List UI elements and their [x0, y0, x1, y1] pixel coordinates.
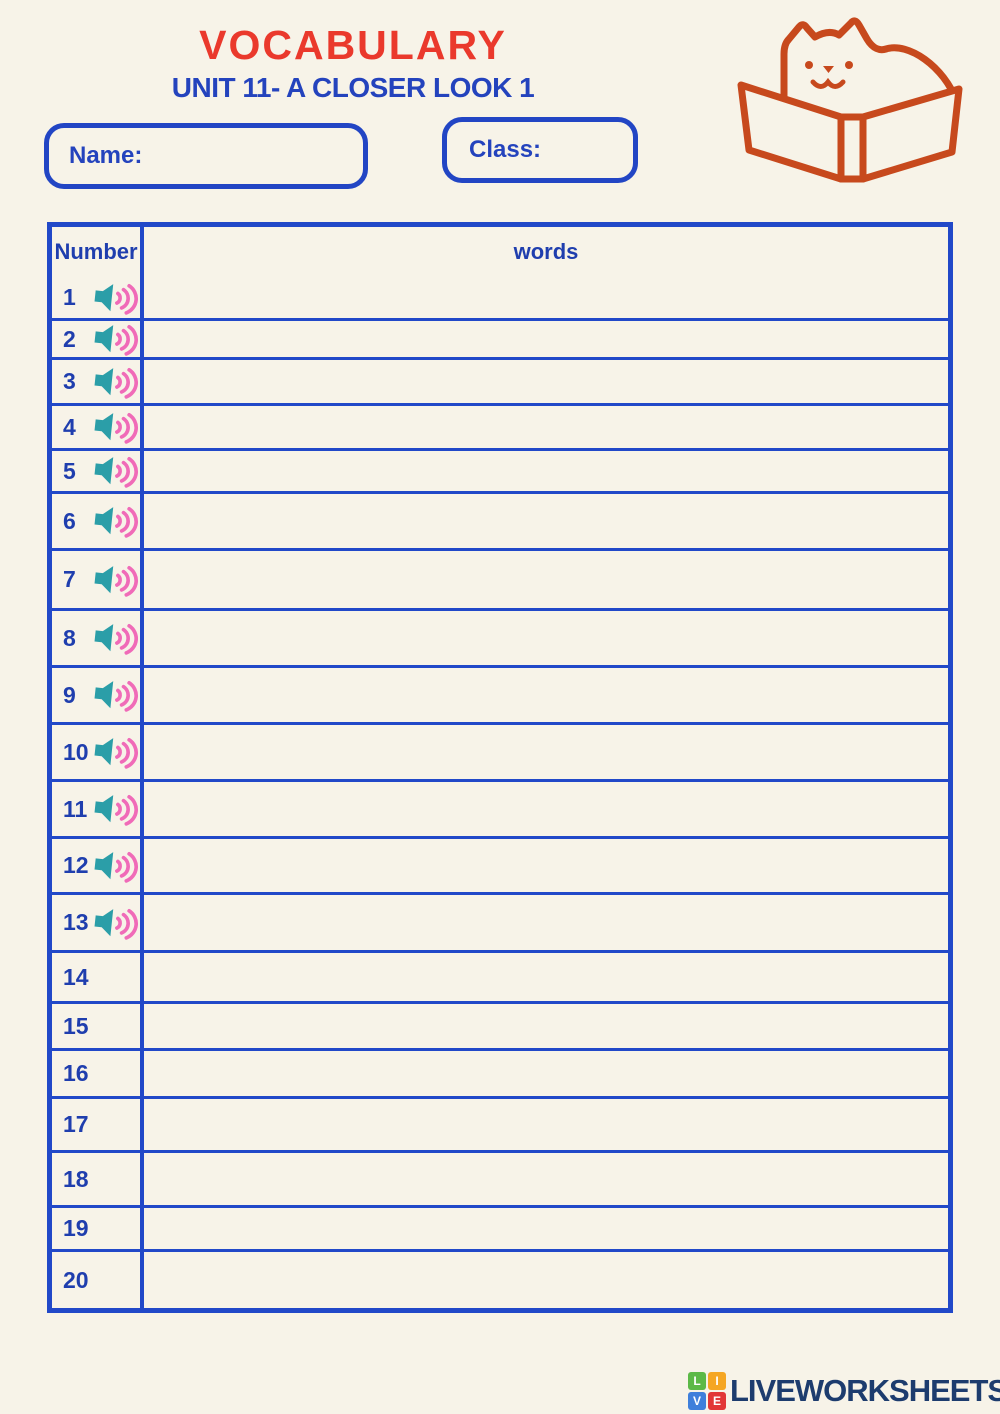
name-label: Name:	[69, 142, 143, 169]
audio-icon[interactable]	[91, 620, 139, 656]
word-answer-cell[interactable]	[144, 1252, 948, 1308]
audio-icon[interactable]	[91, 905, 139, 941]
table-row: 1	[52, 277, 948, 318]
table-row: 10	[52, 722, 948, 779]
audio-icon[interactable]	[91, 791, 139, 827]
row-number: 6	[63, 507, 76, 534]
row-number: 20	[63, 1266, 89, 1293]
logo-square-L: L	[688, 1372, 706, 1390]
word-answer-cell[interactable]	[144, 611, 948, 665]
table-row: 18	[52, 1150, 948, 1205]
class-field[interactable]: Class:	[442, 117, 638, 183]
row-number: 14	[63, 963, 89, 990]
table-row: 16	[52, 1048, 948, 1096]
word-answer-cell[interactable]	[144, 494, 948, 548]
word-answer-cell[interactable]	[144, 1099, 948, 1150]
table-row: 15	[52, 1001, 948, 1048]
audio-icon[interactable]	[91, 321, 139, 357]
row-number: 19	[63, 1215, 89, 1241]
word-answer-cell[interactable]	[144, 321, 948, 357]
word-answer-cell[interactable]	[144, 1208, 948, 1249]
table-row: 3	[52, 357, 948, 403]
row-number: 4	[63, 413, 76, 440]
word-answer-cell[interactable]	[144, 551, 948, 608]
word-answer-cell[interactable]	[144, 406, 948, 448]
row-number: 9	[63, 681, 76, 708]
word-answer-cell[interactable]	[144, 782, 948, 836]
row-number: 11	[63, 795, 88, 822]
word-answer-cell[interactable]	[144, 668, 948, 722]
class-label: Class:	[469, 136, 542, 163]
word-answer-cell[interactable]	[144, 277, 948, 318]
logo-square-V: V	[688, 1392, 706, 1410]
table-row: 20	[52, 1249, 948, 1308]
table-row: 8	[52, 608, 948, 665]
row-number: 1	[63, 284, 76, 310]
table-row: 14	[52, 950, 948, 1001]
audio-icon[interactable]	[91, 364, 139, 400]
table-row: 6	[52, 491, 948, 548]
word-answer-cell[interactable]	[144, 1153, 948, 1205]
word-answer-cell[interactable]	[144, 839, 948, 892]
table-header-row: Number words	[52, 227, 948, 277]
row-number: 18	[63, 1165, 89, 1192]
row-number: 2	[63, 325, 76, 352]
words-column-header: words	[513, 239, 579, 264]
word-answer-cell[interactable]	[144, 360, 948, 403]
audio-icon[interactable]	[91, 677, 139, 713]
table-row: 9	[52, 665, 948, 722]
row-number: 8	[63, 624, 76, 651]
table-row: 19	[52, 1205, 948, 1249]
row-number: 13	[63, 909, 89, 935]
word-answer-cell[interactable]	[144, 1051, 948, 1096]
cat-face	[805, 61, 853, 73]
row-number: 7	[63, 566, 76, 592]
row-number: 3	[63, 368, 76, 394]
word-answer-cell[interactable]	[144, 895, 948, 950]
row-number: 15	[63, 1012, 89, 1039]
table-row: 13	[52, 892, 948, 950]
row-number: 16	[63, 1060, 89, 1086]
table-row: 4	[52, 403, 948, 448]
audio-icon[interactable]	[91, 409, 139, 445]
logo-square-I: I	[708, 1372, 726, 1390]
worksheet-subtitle: UNIT 11- A CLOSER LOOK 1	[171, 72, 535, 103]
name-field[interactable]: Name:	[44, 123, 368, 189]
table-row: 12	[52, 836, 948, 892]
audio-icon[interactable]	[91, 453, 139, 489]
row-number: 5	[63, 457, 76, 484]
word-answer-cell[interactable]	[144, 451, 948, 491]
audio-icon[interactable]	[91, 734, 139, 770]
word-answer-cell[interactable]	[144, 953, 948, 1001]
liveworksheets-logo-text: LIVEWORKSHEETS	[730, 1373, 1000, 1408]
row-number: 17	[63, 1111, 89, 1137]
number-column-header: Number	[52, 227, 144, 277]
table-row: 5	[52, 448, 948, 491]
audio-icon[interactable]	[91, 503, 139, 539]
row-number: 10	[63, 738, 89, 765]
audio-icon[interactable]	[91, 562, 139, 598]
row-number: 12	[63, 852, 89, 878]
worksheet-title: VOCABULARY	[199, 22, 507, 68]
logo-square-E: E	[708, 1392, 726, 1410]
audio-icon[interactable]	[91, 848, 139, 884]
vocab-table-body: 1 2	[52, 277, 948, 1308]
table-row: 17	[52, 1096, 948, 1150]
table-row: 7	[52, 548, 948, 608]
word-answer-cell[interactable]	[144, 725, 948, 779]
audio-icon[interactable]	[91, 280, 139, 316]
cat-reading-book-icon	[737, 17, 963, 183]
table-row: 2	[52, 318, 948, 357]
table-row: 11	[52, 779, 948, 836]
vocab-table: Number words 1	[47, 222, 953, 1313]
word-answer-cell[interactable]	[144, 1004, 948, 1048]
